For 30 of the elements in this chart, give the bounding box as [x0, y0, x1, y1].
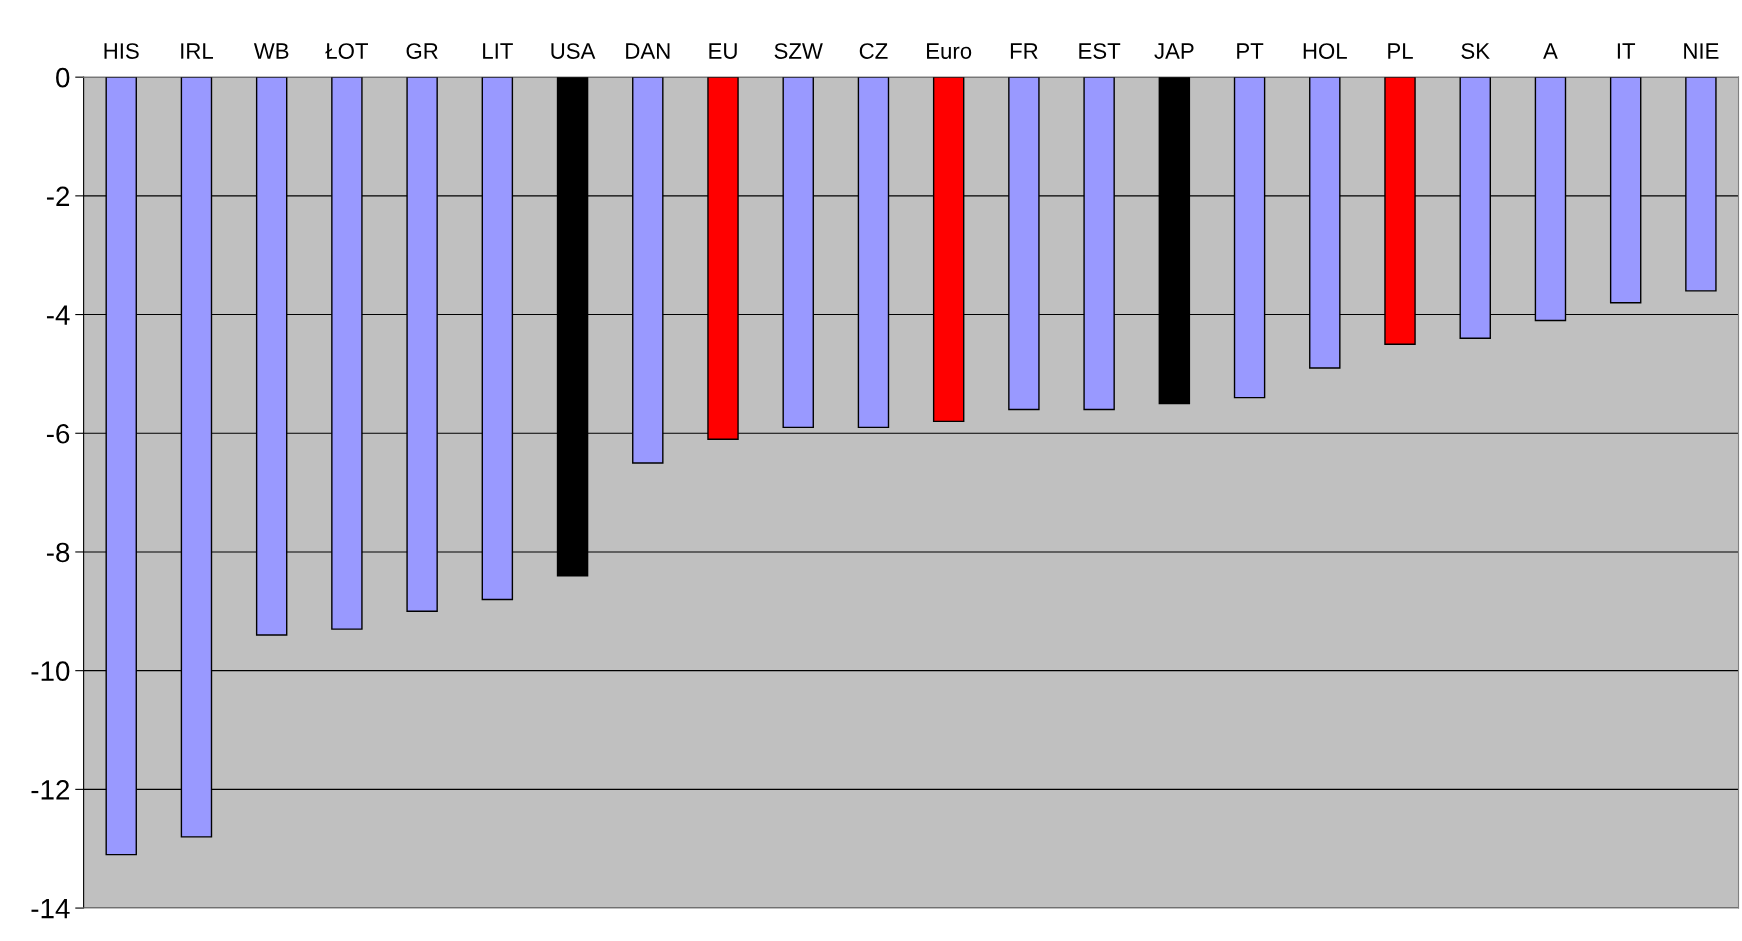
- x-tick-label: A: [1543, 43, 1558, 59]
- x-tick-label: EU: [709, 43, 737, 59]
- x-tick-label: DAN: [626, 43, 670, 59]
- x-tick-label: SZW: [774, 43, 823, 59]
- x-tick-label: NIE: [1684, 43, 1719, 59]
- y-tick-label: -8: [46, 542, 70, 563]
- y-tick-label: -10: [31, 661, 70, 681]
- y-tick-label: 0: [56, 67, 70, 88]
- x-tick-label: USA: [551, 43, 596, 59]
- y-tick-label: -14: [31, 899, 70, 919]
- x-tick-label: CZ: [859, 43, 888, 59]
- x-tick-label: EST: [1079, 43, 1121, 59]
- x-tick-label: GR: [406, 43, 438, 59]
- x-tick-label: PT: [1237, 43, 1264, 59]
- x-tick-label: PL: [1388, 43, 1413, 59]
- x-tick-label: WB: [253, 43, 289, 59]
- x-tick-label: IRL: [181, 43, 213, 59]
- x-tick-label: IT: [1617, 43, 1636, 59]
- y-tick-label: -6: [46, 423, 70, 444]
- y-tick-label: -2: [46, 186, 70, 206]
- y-tick-label: -12: [31, 780, 70, 800]
- x-tick-label: HIS: [104, 43, 139, 59]
- x-tick-label: JAP: [1154, 43, 1194, 59]
- x-tick-label: FR: [1010, 43, 1038, 59]
- x-tick-label: ŁOT: [325, 43, 368, 59]
- x-tick-label: Euro: [927, 43, 972, 59]
- x-tick-label: SK: [1461, 43, 1490, 59]
- y-tick-label: -4: [46, 305, 70, 325]
- x-tick-label: HOL: [1303, 43, 1347, 59]
- x-tick-label: LIT: [483, 43, 513, 59]
